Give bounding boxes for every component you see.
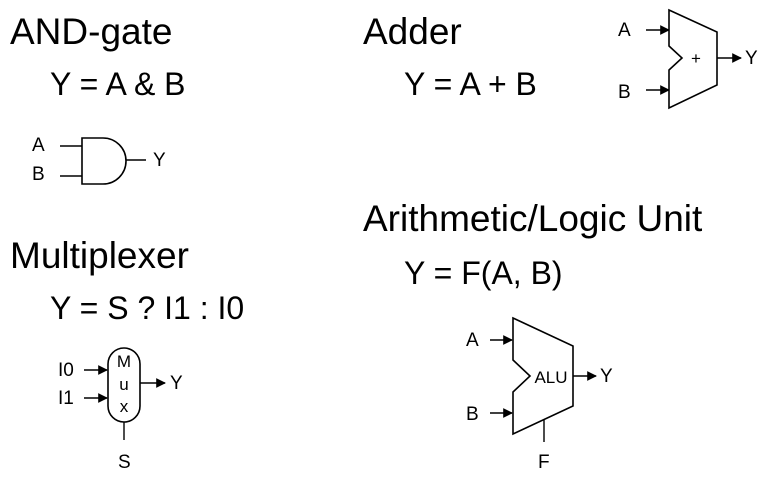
adder-input-b-label: B <box>618 82 631 103</box>
and-gate-equation: Y = A & B <box>50 66 186 102</box>
adder-equation: Y = A + B <box>404 66 537 102</box>
alu-body-label: ALU <box>534 368 567 387</box>
mux-body-letter-x: x <box>120 397 129 416</box>
adder-input-a-label: A <box>618 20 631 41</box>
alu-output-label: Y <box>600 366 613 387</box>
alu-title: Arithmetic/Logic Unit <box>363 198 703 239</box>
and-output-label: Y <box>153 150 166 171</box>
adder-output-label: Y <box>745 48 758 69</box>
and-input-a-label: A <box>32 135 45 156</box>
and-gate-title: AND-gate <box>10 11 173 52</box>
adder-body <box>668 8 718 110</box>
adder-symbol: + A B Y <box>618 8 758 110</box>
alu-input-b-label: B <box>466 404 479 425</box>
mux-output-label: Y <box>170 373 183 394</box>
adder-title: Adder <box>363 11 462 52</box>
and-gate-symbol: A B Y <box>32 135 166 185</box>
mux-symbol: M u x I0 I1 Y S <box>58 347 183 473</box>
and-input-b-label: B <box>32 164 45 185</box>
alu-body <box>512 316 574 436</box>
mux-select-label: S <box>118 452 131 473</box>
multiplexer-title: Multiplexer <box>10 235 189 276</box>
multiplexer-equation: Y = S ? I1 : I0 <box>50 290 245 326</box>
adder-plus-symbol: + <box>691 49 701 68</box>
mux-input-i0-label: I0 <box>58 360 74 381</box>
alu-equation: Y = F(A, B) <box>404 255 563 291</box>
mux-body-letter-m: M <box>117 352 131 371</box>
mux-input-i1-label: I1 <box>58 388 74 409</box>
mux-body-letter-u: u <box>119 375 128 394</box>
and-gate-body <box>81 137 127 185</box>
alu-control-label: F <box>538 452 550 473</box>
alu-symbol: ALU A B Y F <box>466 316 613 473</box>
alu-input-a-label: A <box>466 330 479 351</box>
